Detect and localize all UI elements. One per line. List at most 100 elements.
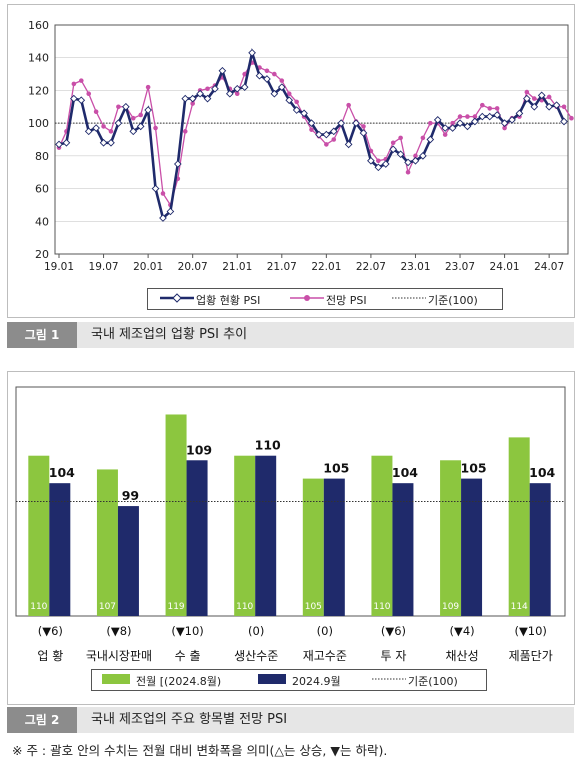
series-outlook-line (58, 61, 572, 207)
current-point (92, 124, 100, 132)
outlook-point (138, 112, 143, 118)
current-point (478, 112, 487, 121)
bar-curr (49, 483, 71, 616)
bar-prev-value-label: 110 (236, 602, 253, 612)
outlook-point (561, 104, 567, 110)
current-point (173, 160, 182, 168)
current-point (277, 83, 286, 91)
outlook-point (153, 125, 158, 131)
bar-curr (255, 455, 277, 616)
current-point (545, 102, 553, 111)
current-point (300, 109, 308, 118)
legend-curr-label: 2024.9월 (292, 675, 341, 688)
legend-baseline2-label: 기준(100) (408, 675, 458, 688)
current-point (396, 150, 405, 159)
outlook-point (472, 114, 478, 119)
outlook-point (78, 78, 84, 83)
outlook-point (376, 158, 381, 164)
legend-prev-label: 전월 [(2024.8월) (136, 675, 222, 688)
current-point (240, 83, 249, 91)
outlook-point (494, 106, 500, 111)
bar-prev-value-label: 110 (373, 602, 390, 612)
current-point (122, 102, 130, 111)
current-point (500, 119, 509, 127)
outlook-point (450, 120, 455, 126)
bar-curr-value-label: 104 (529, 465, 555, 480)
outlook-point (324, 142, 329, 147)
bar-curr (323, 478, 345, 616)
x-tick-label: 24.07 (534, 261, 564, 273)
current-point (159, 214, 167, 222)
outlook-point (86, 91, 92, 96)
y-tick-label: 160 (28, 19, 49, 32)
outlook-point (569, 115, 574, 121)
current-point (552, 101, 561, 109)
outlook-point (108, 129, 114, 134)
x-tick-label: 21.01 (222, 261, 252, 273)
figure-2-tag: 그림 2 (7, 707, 77, 733)
x-tick-label: 21.07 (267, 261, 297, 273)
current-point (77, 96, 86, 105)
legend-current-swatch (160, 292, 194, 307)
current-point (530, 102, 539, 111)
current-point (329, 127, 338, 136)
category-label: 재고수준 (303, 649, 347, 663)
category-label: 채산성 (446, 649, 479, 663)
outlook-point (480, 102, 485, 108)
outlook-point (272, 71, 277, 77)
current-point (181, 94, 190, 103)
category-label: 수 출 (175, 649, 201, 663)
current-point (188, 94, 197, 103)
current-point (426, 135, 435, 144)
outlook-point (145, 84, 151, 90)
change-label: (▼10) (514, 624, 546, 638)
outlook-point (116, 104, 121, 110)
current-point (315, 130, 323, 139)
bar-chart-legend: 전월 [(2024.8월) 2024.9월 기준(100) (91, 669, 487, 691)
legend-baseline-label: 기준(100) (428, 294, 478, 307)
change-label: (▼8) (106, 624, 131, 638)
current-point (322, 130, 331, 139)
current-point (404, 158, 412, 167)
bar-prev-value-label: 107 (99, 602, 116, 612)
bar-prev-value-label: 119 (167, 602, 184, 612)
current-point (374, 163, 383, 172)
outlook-point (502, 125, 507, 131)
legend-outlook-label: 전망 PSI (326, 294, 367, 307)
current-point (352, 119, 360, 127)
x-tick-label: 20.01 (133, 261, 163, 273)
outlook-point (361, 124, 366, 129)
bar-prev (440, 460, 462, 616)
outlook-point (93, 109, 99, 114)
current-point (560, 117, 568, 126)
current-point (144, 106, 152, 114)
outlook-psi-bar-chart: 110 104 (▼6) 업 황 107 99 (▼8) 국내시장판매 119 109 (▼10) 수… (15, 386, 566, 663)
current-point (389, 145, 398, 154)
bar-curr (117, 506, 139, 616)
category-label: 제품단가 (509, 649, 553, 663)
outlook-point (420, 135, 426, 141)
current-point (359, 129, 368, 137)
figure-1-tag: 그림 1 (7, 322, 77, 348)
bar-prev-value-label: 105 (305, 602, 322, 612)
figure-1-title: 국내 제조업의 업황 PSI 추이 (91, 327, 248, 342)
current-point (381, 160, 390, 168)
x-tick-label: 20.07 (178, 261, 208, 273)
outlook-point (390, 140, 396, 146)
current-point (114, 119, 123, 127)
outlook-point (428, 120, 433, 126)
outlook-point (182, 129, 188, 134)
bar-curr-value-label: 109 (186, 442, 212, 457)
legend-outlook-swatch (290, 292, 324, 307)
current-point (307, 119, 316, 127)
y-tick-label: 20 (35, 248, 49, 261)
current-point (523, 94, 531, 103)
outlook-point (524, 89, 530, 95)
current-point (270, 89, 279, 98)
bar-curr (461, 478, 483, 616)
outlook-point (286, 91, 292, 96)
outlook-point (160, 191, 166, 196)
bar-prev-value-label: 109 (442, 602, 459, 612)
outlook-point (531, 96, 537, 101)
change-label: (0) (317, 624, 333, 638)
